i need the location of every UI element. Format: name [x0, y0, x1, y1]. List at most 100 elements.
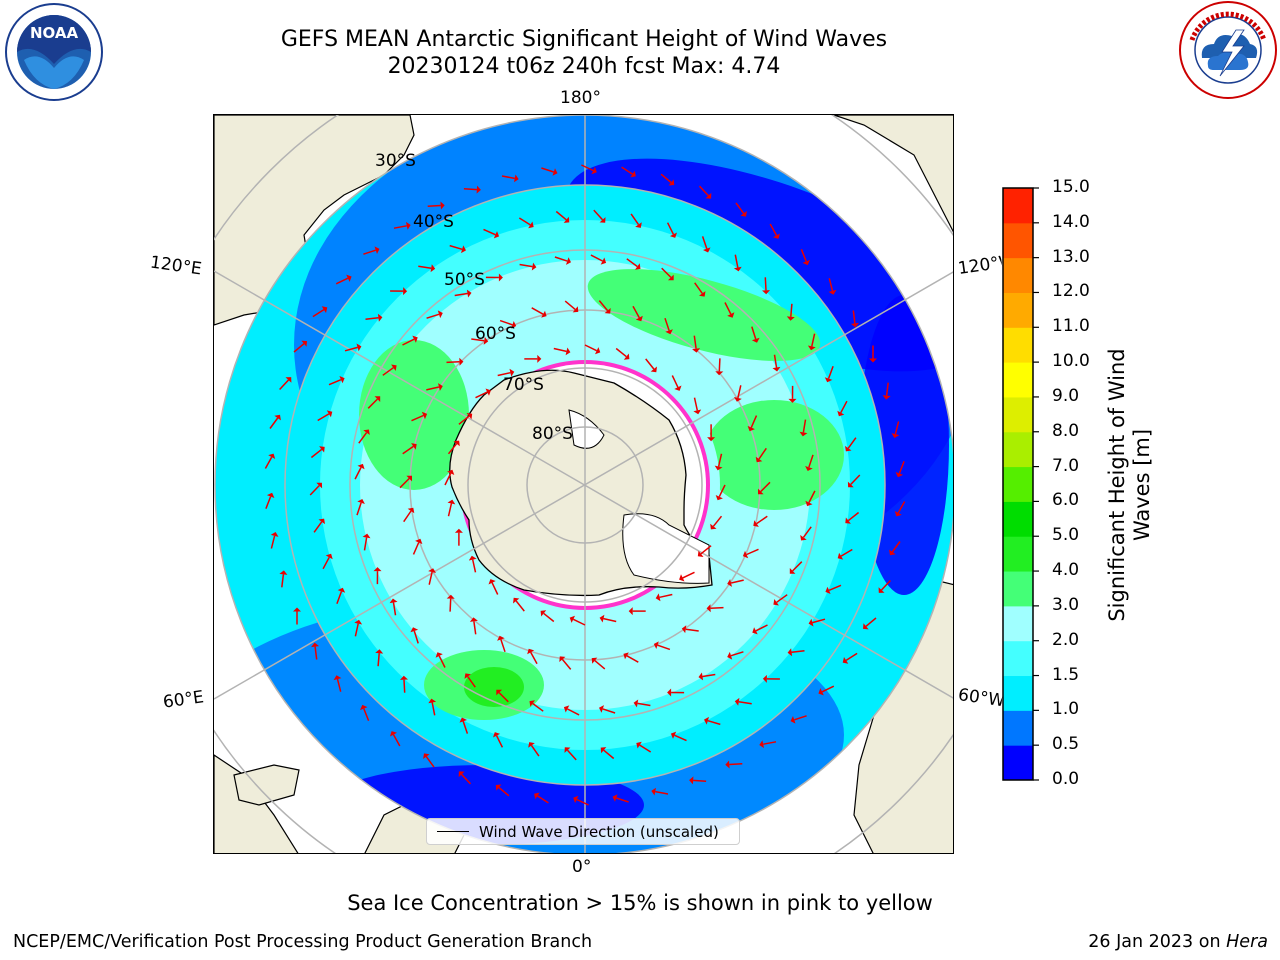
colorbar-tick-label: 7.0 — [1052, 455, 1080, 476]
wind-arrow-shaft — [314, 646, 318, 660]
wind-arrow-head — [565, 347, 571, 356]
wind-arrow-shaft — [402, 445, 414, 455]
colorbar-tick-label: 9.0 — [1052, 385, 1080, 406]
wind-arrow-head — [410, 627, 419, 633]
wind-arrow-head — [274, 414, 281, 421]
wind-arrow-shaft — [561, 658, 572, 670]
map-panel — [213, 114, 954, 854]
wind-arrow-head — [635, 315, 643, 322]
colorbar — [1002, 187, 1039, 781]
wind-arrow-shaft — [356, 502, 362, 516]
wind-arrow-head — [891, 433, 900, 438]
colorbar-band — [1003, 188, 1033, 224]
colorbar-tick-label: 0.5 — [1052, 734, 1080, 755]
wind-arrow-head — [665, 329, 673, 335]
wind-arrow-head — [824, 377, 833, 383]
wind-arrow-shaft — [812, 618, 826, 624]
wind-arrow-head — [667, 688, 672, 697]
wind-arrow-head — [357, 499, 365, 504]
wind-arrow-head — [564, 747, 571, 753]
wind-arrow-shaft — [543, 612, 555, 623]
wind-arrow-shaft — [724, 302, 732, 315]
wind-arrow-head — [753, 520, 759, 527]
wind-arrow-shaft — [317, 413, 330, 422]
wind-arrow-head — [529, 700, 535, 707]
wind-arrow-head — [772, 366, 781, 372]
wind-arrow-head — [714, 465, 723, 471]
colorbar-label: Significant Height of Wind Waves [m] — [1105, 348, 1155, 621]
wind-arrow-head — [600, 257, 607, 265]
wind-arrow-head — [623, 353, 630, 360]
wind-arrow-shaft — [847, 511, 860, 522]
wind-arrow-shaft — [701, 236, 708, 249]
wind-arrow-head — [357, 463, 365, 470]
wind-arrow-head — [488, 579, 496, 585]
wind-arrow-shaft — [411, 414, 424, 422]
wind-arrow-head — [787, 648, 793, 657]
wind-arrow-shaft — [264, 456, 273, 469]
wind-arrow-head — [493, 231, 500, 239]
colorbar-tick-label: 5.0 — [1052, 525, 1080, 546]
colorbar-band — [1003, 222, 1033, 259]
wind-arrow-head — [266, 492, 275, 498]
wind-arrow-head — [715, 371, 724, 376]
wind-arrow-shaft — [530, 651, 538, 665]
wind-arrow-shaft — [491, 582, 499, 595]
wind-arrow-head — [497, 635, 505, 641]
wind-arrow-shaft — [402, 338, 415, 346]
wind-arrow-shaft — [471, 559, 477, 573]
footer-date-text: 26 Jan 2023 on — [1088, 932, 1221, 952]
wind-arrow-shaft — [281, 574, 285, 588]
wind-arrow-shaft — [566, 749, 577, 761]
wind-arrow-head — [800, 535, 807, 541]
wind-arrow-shaft — [655, 790, 669, 795]
wind-arrow-head — [483, 336, 489, 345]
wind-arrow-head — [808, 618, 814, 627]
colorbar-band — [1003, 640, 1033, 677]
wind-arrow-shaft — [751, 326, 757, 340]
wind-arrow-head — [747, 425, 755, 432]
wind-arrow-head — [670, 731, 677, 739]
colorbar-tick-label: 8.0 — [1052, 420, 1080, 441]
wind-arrow-shaft — [403, 510, 412, 523]
wind-arrow-head — [403, 287, 408, 296]
wind-arrow-shaft — [446, 361, 460, 364]
wind-arrow-shaft — [499, 319, 513, 326]
wind-arrow-shaft — [632, 305, 640, 319]
wind-arrow-shaft — [693, 779, 707, 782]
wind-arrow-shaft — [541, 167, 554, 173]
wind-arrow-head — [689, 776, 694, 785]
wind-arrow-head — [591, 657, 598, 664]
wind-arrow-head — [773, 233, 780, 239]
wind-arrow-head — [301, 340, 307, 347]
wind-arrow-shaft — [495, 735, 504, 748]
wind-arrow-head — [692, 348, 701, 353]
wind-arrow-head — [354, 619, 363, 625]
wind-arrow-head — [476, 185, 481, 194]
colorbar-band — [1003, 466, 1033, 502]
wind-arrow-shaft — [847, 437, 857, 449]
wind-arrow-shaft — [447, 503, 453, 517]
wind-arrow-shaft — [458, 415, 470, 425]
wind-arrow-shaft — [712, 515, 723, 527]
wind-arrow-shaft — [363, 537, 368, 551]
wind-arrow-shaft — [392, 602, 397, 616]
wind-arrow-head — [710, 523, 717, 530]
wind-arrow-shaft — [584, 344, 598, 352]
wind-arrow-head — [818, 688, 824, 696]
lon-label-120e: 120°E — [148, 252, 203, 280]
wind-arrow-head — [356, 343, 362, 352]
map-title: GEFS MEAN Antarctic Significant Height o… — [280, 27, 888, 52]
wind-arrow-shaft — [894, 421, 900, 435]
wind-arrow-shaft — [845, 652, 858, 662]
wind-arrow-head — [698, 672, 704, 681]
colorbar-band — [1003, 745, 1033, 781]
wind-arrow-shaft — [792, 561, 803, 572]
wind-arrow-shaft — [776, 594, 788, 603]
wind-arrow-shaft — [498, 786, 510, 797]
wind-arrow-head — [466, 413, 473, 420]
wind-arrow-head — [895, 472, 904, 478]
wind-arrow-shaft — [639, 744, 652, 753]
wind-arrow-head — [633, 699, 639, 708]
wind-arrow-shaft — [431, 702, 436, 716]
